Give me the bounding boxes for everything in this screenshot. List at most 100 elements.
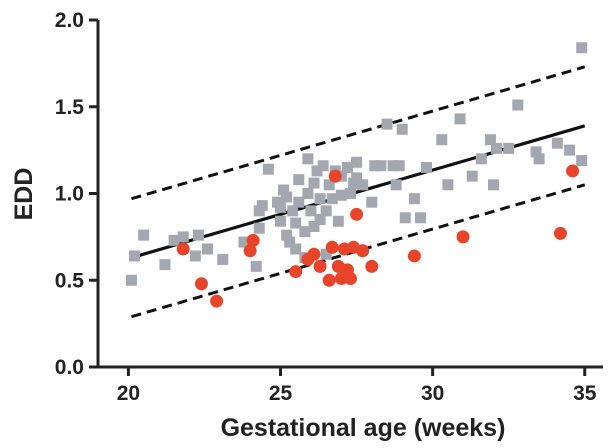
square-marker [533, 153, 545, 165]
square-marker [375, 160, 387, 172]
x-tick-label: 30 [421, 382, 444, 405]
square-marker [345, 188, 356, 199]
square-marker [332, 215, 344, 227]
square-marker [366, 196, 378, 208]
square-marker [564, 144, 576, 156]
square-marker [317, 160, 329, 172]
square-marker [278, 184, 290, 196]
circle-marker [328, 169, 342, 183]
square-marker [125, 274, 137, 286]
square-marker [138, 229, 150, 241]
y-axis-title: EDD [10, 168, 38, 221]
circle-marker [322, 273, 336, 287]
square-marker [399, 212, 411, 224]
square-marker [357, 179, 369, 191]
square-marker [238, 236, 250, 248]
square-marker [381, 118, 393, 130]
square-marker [475, 153, 487, 165]
square-marker [275, 215, 287, 227]
circle-marker [566, 164, 580, 178]
x-axis-title: Gestational age (weeks) [221, 414, 506, 442]
square-marker [302, 153, 314, 165]
y-tick-label: 1.0 [55, 183, 84, 206]
square-marker [487, 179, 499, 191]
square-marker [390, 179, 402, 191]
square-marker [491, 142, 503, 154]
square-marker [250, 260, 262, 272]
square-marker [484, 134, 496, 146]
square-marker [192, 229, 204, 241]
square-marker [421, 161, 433, 173]
square-marker [396, 123, 408, 135]
circle-marker [176, 242, 190, 256]
square-marker [335, 189, 347, 201]
square-marker [284, 236, 296, 248]
circle-marker [350, 207, 364, 221]
square-marker [281, 229, 293, 241]
square-marker [287, 205, 299, 217]
square-marker [320, 205, 332, 217]
square-marker [168, 234, 180, 246]
circle-marker [194, 277, 208, 291]
data-points [125, 42, 588, 308]
square-marker [320, 248, 332, 260]
square-marker [351, 172, 363, 184]
square-marker [293, 196, 305, 208]
square-marker [159, 259, 171, 271]
square-marker [393, 160, 405, 172]
square-marker [551, 137, 563, 149]
x-tick-label: 25 [269, 382, 293, 405]
square-marker [202, 243, 214, 255]
y-tick-label: 2.0 [55, 9, 84, 32]
circle-marker [243, 244, 257, 258]
square-marker [293, 174, 305, 186]
circle-marker [325, 240, 339, 254]
square-marker [217, 253, 229, 265]
square-marker [189, 250, 201, 262]
circle-marker [365, 259, 379, 273]
circle-marker [210, 294, 224, 308]
square-marker [299, 226, 311, 238]
square-marker [305, 205, 317, 217]
square-marker [414, 212, 426, 224]
circle-marker [356, 244, 370, 258]
square-marker [442, 179, 454, 191]
y-tick-label: 1.5 [55, 96, 85, 119]
circle-marker [407, 249, 421, 263]
square-marker [341, 161, 353, 173]
y-tick-label: 0.5 [55, 269, 85, 292]
square-marker [576, 155, 588, 167]
square-marker [275, 201, 287, 213]
square-marker [530, 146, 542, 158]
square-marker [314, 193, 326, 205]
confidence-band-line [131, 65, 586, 201]
circle-marker [289, 265, 303, 279]
x-tick-label: 20 [117, 382, 140, 405]
circle-marker [456, 230, 470, 244]
square-marker [308, 220, 320, 232]
square-marker [129, 250, 141, 262]
square-marker [351, 156, 363, 168]
circle-marker [246, 233, 260, 247]
square-marker [326, 193, 338, 205]
circle-marker [553, 226, 567, 240]
square-marker [177, 231, 189, 243]
y-tick-label: 0.0 [55, 356, 84, 379]
square-marker [290, 217, 302, 229]
square-marker [256, 200, 268, 212]
square-marker [308, 177, 320, 189]
square-marker [576, 42, 588, 54]
confidence-band-line [131, 183, 586, 319]
square-marker [311, 165, 323, 177]
square-marker [281, 191, 293, 203]
square-marker [512, 99, 524, 111]
circle-marker [344, 272, 357, 286]
circle-marker [307, 247, 321, 261]
square-marker [503, 142, 515, 154]
square-marker [290, 243, 302, 255]
circle-marker [313, 259, 327, 273]
square-marker [253, 222, 265, 234]
x-tick-label: 35 [573, 382, 597, 405]
